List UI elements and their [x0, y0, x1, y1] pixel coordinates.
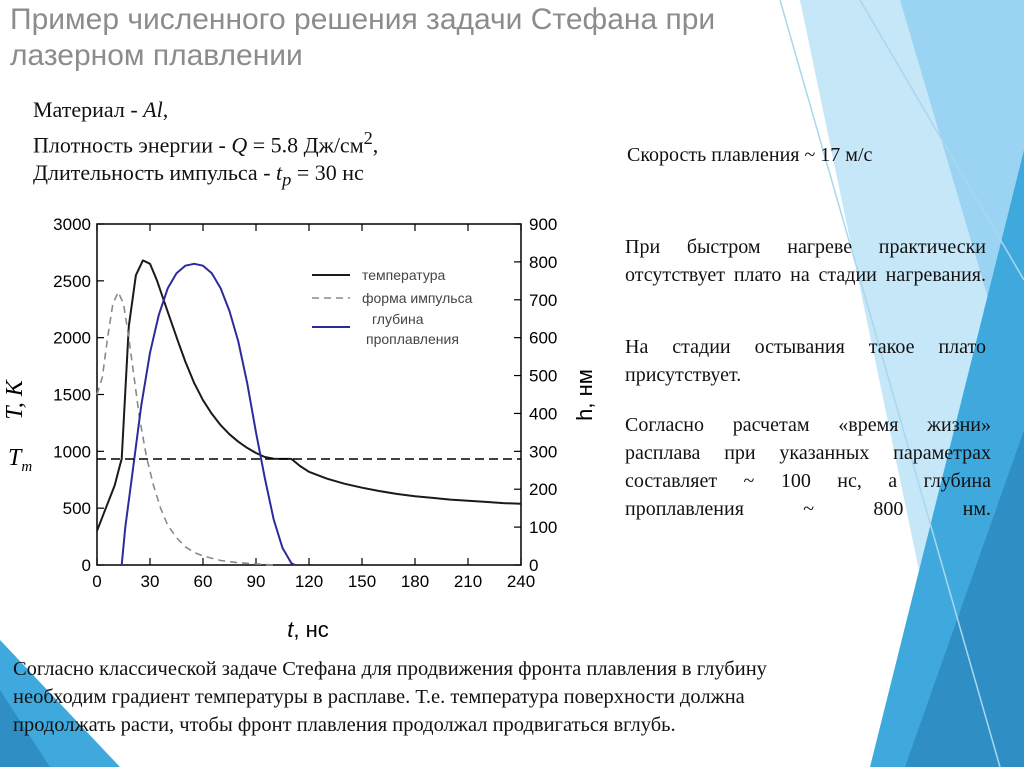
- y-right-tick-label: 0: [529, 556, 538, 575]
- deco-line-1: [779, 0, 1001, 767]
- series-line-2: [120, 262, 296, 566]
- series-line-1: [96, 291, 274, 566]
- y-right-tick-label: 600: [529, 329, 557, 348]
- blue-deco-shape-4: [905, 430, 1024, 767]
- material-line: Материал - Al,: [33, 97, 169, 122]
- y-right-tick-label: 400: [529, 404, 557, 423]
- pulse-value: = 30 нс: [291, 160, 364, 186]
- y-left-tick-label: 3000: [53, 215, 91, 234]
- pulse-sub: p: [282, 169, 292, 190]
- x-tick-label: 150: [348, 572, 376, 591]
- bottom-line-1: Согласно классической задаче Стефана для…: [13, 658, 767, 680]
- y-right-tick-label: 700: [529, 291, 557, 310]
- energy-value: = 5.8 Дж/см: [247, 132, 364, 158]
- y-right-tick-label: 800: [529, 253, 557, 272]
- y-right-tick-label: 300: [529, 442, 557, 461]
- y-axis-left-title: T, K: [2, 378, 28, 420]
- x-tick-label: 0: [92, 572, 101, 591]
- bottom-line-2: необходим градиент температуры в расплав…: [13, 686, 745, 708]
- material-value: Al: [143, 97, 163, 122]
- plot-frame: [96, 223, 522, 566]
- pulse-label: Длительность импульса -: [33, 160, 277, 186]
- x-axis-title: t, нс: [287, 617, 329, 642]
- x-tick-label: 240: [507, 572, 535, 591]
- y-right-tick-label: 100: [529, 518, 557, 537]
- material-label: Материал -: [33, 97, 144, 122]
- ticks-layer: 0 30 60 90 120 150 180 210 240050010001500200025…: [53, 215, 557, 591]
- energy-var: Q: [231, 132, 248, 158]
- y-right-tick-label: 900: [529, 215, 557, 234]
- pulse-line: Длительность импульса - tp = 30 нс: [33, 159, 378, 193]
- legend-label-depth-2: проплавления: [366, 331, 459, 347]
- x-tick-label: 210: [454, 572, 482, 591]
- blue-deco-bottom-left-2: [0, 690, 50, 767]
- paragraph-heating: При быстром нагреве практически отсутств…: [625, 236, 986, 286]
- x-tick-label: 30: [141, 572, 160, 591]
- y-axis-right-title: h, нм: [572, 369, 597, 421]
- blue-deco-bottom-left: [0, 640, 120, 767]
- deco-line-2: [859, 0, 1024, 281]
- y-left-tick-label: 1000: [53, 442, 91, 461]
- energy-sup: 2: [363, 128, 373, 148]
- energy-tail: ,: [372, 132, 379, 158]
- x-tick-label: 60: [194, 572, 213, 591]
- energy-label: Плотность энергии -: [33, 132, 232, 158]
- parameters-block: Материал - Al, Плотность энергии - Q = 5…: [33, 96, 378, 194]
- legend-label-temperature: температура: [362, 267, 445, 283]
- slide-title: Пример численного решения задачи Стефана…: [10, 3, 716, 72]
- y-left-tick-label: 1500: [53, 386, 91, 405]
- x-tick-label: 120: [295, 572, 323, 591]
- pulse-var: t: [276, 160, 283, 186]
- bottom-line-3: продолжать расти, чтобы фронт плавления …: [13, 714, 676, 736]
- energy-line: Плотность энергии - Q = 5.8 Дж/см2,: [33, 124, 378, 159]
- x-tick-label: 90: [247, 572, 266, 591]
- tm-label: Tm: [8, 445, 32, 475]
- y-right-tick-label: 200: [529, 480, 557, 499]
- y-left-tick-label: 500: [63, 499, 91, 518]
- series-layer: [96, 259, 522, 566]
- legend-label-pulse: форма импульса: [362, 290, 473, 306]
- paragraph-lifetime: Согласно расчетам «время жизни» расплава…: [625, 414, 991, 520]
- x-tick-label: 180: [401, 572, 429, 591]
- stefan-chart: 0 30 60 90 120 150 180 210 240050010001500200025…: [2, 215, 597, 642]
- y-left-tick-label: 2000: [53, 329, 91, 348]
- y-left-tick-label: 0: [82, 556, 91, 575]
- series-line-0: [96, 259, 522, 532]
- melting-speed-text: Скорость плавления ~ 17 м/с: [627, 144, 873, 166]
- y-right-tick-label: 500: [529, 367, 557, 386]
- paragraph-cooling: На стадии остывания такое плато присутст…: [625, 336, 986, 386]
- bottom-text-block: Согласно классической задаче Стефана для…: [13, 655, 995, 739]
- y-left-tick-label: 2500: [53, 272, 91, 291]
- legend: температура форма импульса глубина пропл…: [312, 267, 473, 347]
- legend-label-depth: глубина: [372, 311, 424, 327]
